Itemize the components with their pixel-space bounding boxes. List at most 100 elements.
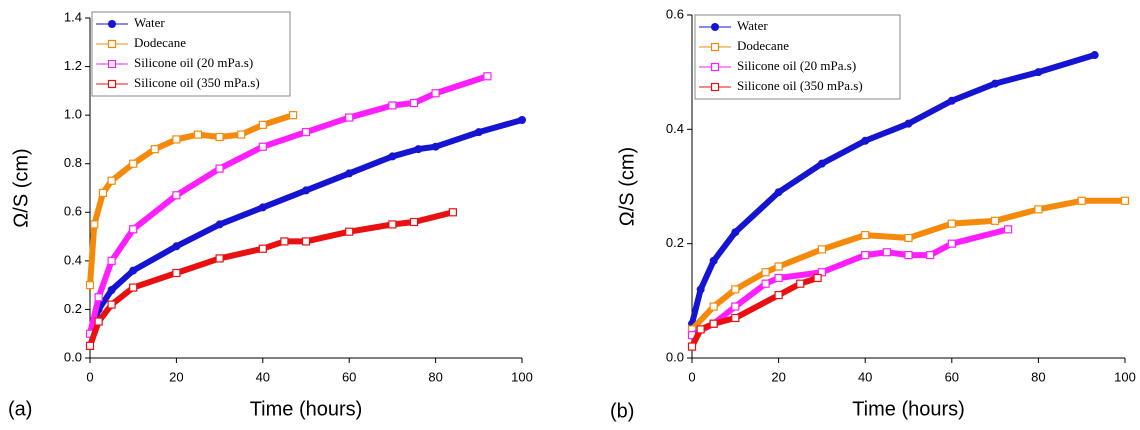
y-tick-label: 1.0 [64,107,82,122]
marker [129,266,138,275]
marker [861,251,870,260]
marker [258,142,267,151]
marker [215,254,224,263]
data-line [87,112,297,289]
marker [731,285,740,294]
x-axis-title: Time (hours) [250,398,363,420]
marker [409,98,419,108]
marker [448,208,457,217]
marker [774,291,783,300]
marker [861,136,870,145]
x-tick-label: 40 [256,369,270,384]
marker [172,268,181,278]
marker [904,233,913,243]
marker [85,341,95,350]
marker [696,285,705,294]
marker [483,72,492,81]
marker [258,203,267,212]
marker [388,220,397,229]
marker [237,130,246,139]
marker [926,251,935,260]
x-axis-title: Time (hours) [852,398,965,420]
marker [861,230,870,240]
marker [301,237,311,246]
y-tick-label: 1.4 [64,9,82,24]
y-axis-title: Ω/S (cm) [616,147,638,226]
marker [409,217,419,227]
legend-marker [107,39,117,49]
y-tick-label: 0.2 [64,301,82,316]
marker [258,244,267,253]
marker [431,142,440,151]
marker [774,188,783,197]
marker [709,256,718,265]
marker [817,245,827,254]
marker [1003,225,1013,234]
marker [817,268,827,277]
marker [129,283,138,292]
data-line [689,52,1098,327]
marker [731,228,740,237]
y-tick-label: 0.6 [64,204,82,219]
data-line [689,226,1012,339]
x-tick-label: 100 [511,369,533,384]
marker [731,313,740,323]
marker [947,239,956,248]
legend-box [91,11,291,97]
y-tick-label: 1.2 [64,58,82,73]
legend-label: Silicone oil (350 mPa.s) [134,75,260,90]
marker [345,169,354,178]
marker [1034,205,1043,214]
marker [696,325,705,334]
marker [172,191,181,200]
legend-marker [107,59,117,69]
marker [129,225,138,234]
marker [302,186,310,195]
y-tick-label: 0.4 [666,121,684,136]
marker [761,279,770,288]
legend-label: Dodecane [737,38,789,53]
marker [431,89,440,98]
legend-label: Water [134,15,165,30]
marker [796,279,805,288]
marker [1034,68,1043,77]
marker [414,145,423,154]
marker [731,302,740,311]
data-line [689,197,1128,333]
marker [388,101,397,110]
marker [94,317,103,326]
marker [288,111,298,120]
marker [761,268,770,277]
legend-label: Silicone oil (20 mPa.s) [134,55,253,70]
marker [813,273,822,283]
legend-label: Silicone oil (20 mPa.s) [737,58,856,73]
legend-label: Water [737,18,768,33]
marker [904,251,913,260]
y-tick-label: 0.4 [64,252,82,267]
marker [107,176,116,185]
marker [345,227,354,236]
legend-marker [710,82,720,92]
marker [107,286,116,294]
marker [474,128,483,137]
legend-label: Dodecane [134,35,186,50]
y-tick-label: 0.8 [64,155,82,170]
x-tick-label: 100 [1114,369,1136,384]
marker [85,281,95,290]
marker [172,242,181,251]
marker [215,220,224,229]
marker [947,96,956,105]
y-tick-label: 0.6 [666,6,684,21]
y-tick-label: 0.0 [666,349,684,364]
marker [882,248,891,257]
marker [150,145,159,154]
x-tick-label: 20 [771,369,785,384]
marker [388,152,397,161]
marker [280,237,289,246]
marker [709,319,718,328]
marker [172,135,181,144]
marker [687,342,697,351]
x-tick-label: 80 [428,369,442,384]
marker [107,256,116,265]
